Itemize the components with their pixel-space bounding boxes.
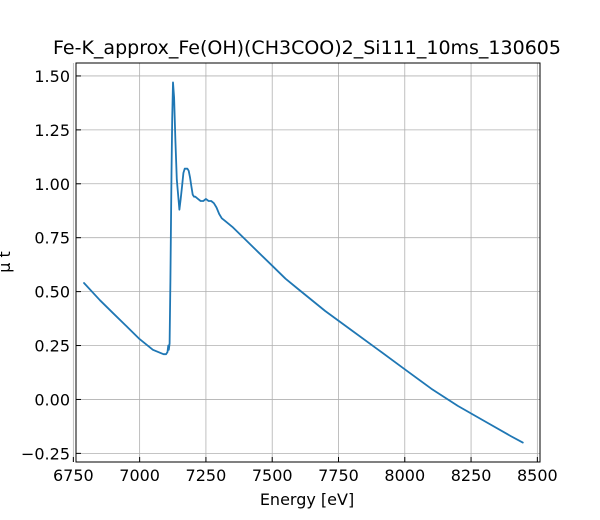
x-tick-label: 7000: [119, 466, 160, 485]
y-tick-label: −0.25: [21, 444, 70, 463]
series-layer: [83, 81, 524, 444]
x-tick-label: 8250: [451, 466, 492, 485]
y-tick-label: 1.50: [34, 67, 70, 86]
x-tick-label: 6750: [53, 466, 94, 485]
grid: [72, 63, 540, 462]
y-tick-label: 1.00: [34, 175, 70, 194]
y-tick-label: 0.00: [34, 390, 70, 409]
x-tick-label: 7750: [318, 466, 359, 485]
y-tick-label: 0.50: [34, 283, 70, 302]
x-axis-label: Energy [eV]: [260, 490, 354, 509]
y-tick-label: 0.25: [34, 337, 70, 356]
y-tick-label: 1.25: [34, 121, 70, 140]
x-tick-label: 7250: [186, 466, 227, 485]
y-tick-label: 0.75: [34, 229, 70, 248]
x-tick-label: 8000: [384, 466, 425, 485]
axis-ticks: 6750 7000 7250 7500 7750 8000 8250 8500 −0.25 0.0…: [21, 67, 558, 485]
x-tick-label: 7500: [252, 466, 293, 485]
chart-title: Fe-K_approx_Fe(OH)(CH3COO)2_Si111_10ms_1…: [53, 37, 561, 59]
plot-area-frame: [75, 62, 541, 463]
x-tick-label: 8500: [517, 466, 558, 485]
y-axis-label: μ t: [0, 251, 14, 273]
